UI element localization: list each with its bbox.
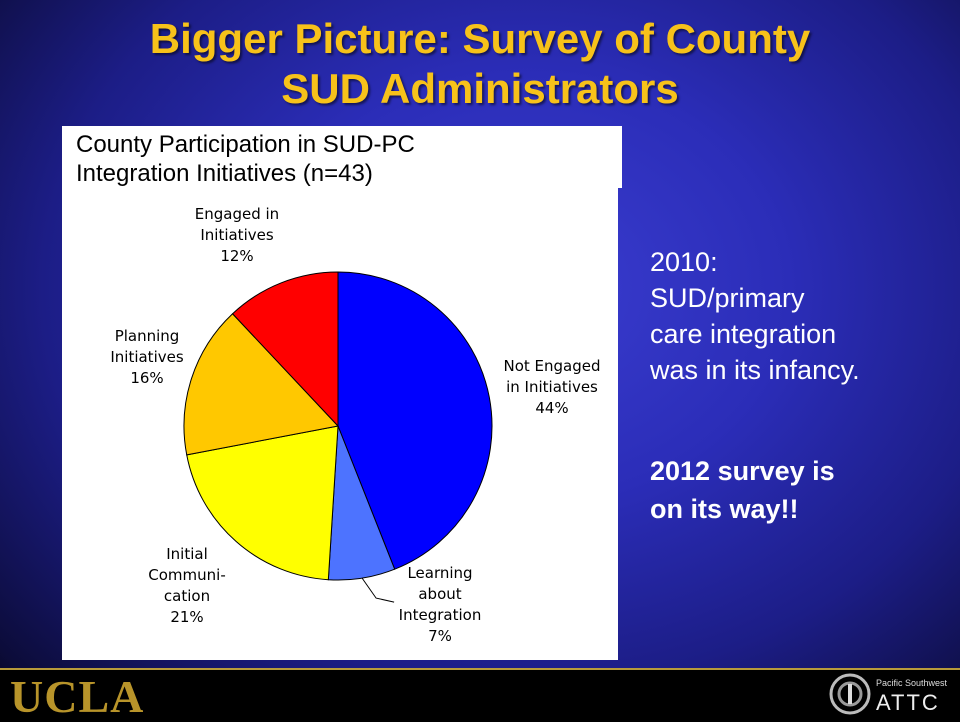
pie-chart: Not Engaged in Initiatives 44% Learning abou… bbox=[110, 205, 600, 645]
pie-slice-percent: 12% bbox=[220, 247, 253, 265]
pie-slice-label: cation bbox=[164, 587, 210, 605]
footer-divider bbox=[0, 668, 960, 670]
side-note-line: 2010: bbox=[650, 247, 718, 277]
slide-title: Bigger Picture: Survey of County SUD Adm… bbox=[0, 14, 960, 114]
pie-slice-percent: 16% bbox=[130, 369, 163, 387]
pie-slice-percent: 21% bbox=[170, 608, 203, 626]
side-announcement-line: on its way!! bbox=[650, 494, 799, 524]
pie-slice-label: Engaged in bbox=[195, 205, 279, 223]
side-announcement-line: 2012 survey is bbox=[650, 456, 835, 486]
side-note-line: care integration bbox=[650, 319, 837, 349]
pie-slice-label: about bbox=[418, 585, 461, 603]
pie-slice bbox=[186, 425, 339, 581]
pie-slice-label: Initiatives bbox=[110, 348, 183, 366]
chart-title-line-1: County Participation in SUD-PC bbox=[76, 131, 415, 158]
pie-slice-label: in Initiatives bbox=[506, 378, 598, 396]
side-announcement: 2012 survey is on its way!! bbox=[650, 452, 940, 528]
ucla-logo: UCLA bbox=[10, 671, 145, 722]
pie-slice-percent: 7% bbox=[428, 627, 452, 645]
pie-slice-percent: 44% bbox=[535, 399, 568, 417]
pie-slice-label: Planning bbox=[115, 327, 180, 345]
slide-title-line-1: Bigger Picture: Survey of County bbox=[149, 15, 811, 62]
footer-bar bbox=[0, 670, 960, 720]
attc-logo-text: ATTC bbox=[876, 690, 940, 715]
chart-title: County Participation in SUD-PC Integrati… bbox=[62, 126, 622, 188]
pie-leader-line bbox=[361, 577, 395, 603]
side-note: 2010: SUD/primary care integration was i… bbox=[650, 244, 940, 388]
pie-slice-label: Initiatives bbox=[200, 226, 273, 244]
pie-slice-label: Initial bbox=[166, 545, 208, 563]
attc-logo-icon bbox=[829, 673, 871, 715]
attc-logo-subtitle: Pacific Southwest bbox=[876, 678, 948, 688]
pie-slice-label: Integration bbox=[399, 606, 482, 624]
side-note-line: was in its infancy. bbox=[650, 355, 860, 385]
pie-slice-label: Not Engaged bbox=[503, 357, 600, 375]
slide-title-line-2: SUD Administrators bbox=[281, 65, 679, 112]
chart-title-line-2: Integration Initiatives (n=43) bbox=[76, 160, 373, 187]
pie-slice-label: Learning bbox=[407, 564, 472, 582]
side-note-line: SUD/primary bbox=[650, 283, 805, 313]
pie-slice bbox=[231, 271, 339, 428]
pie-slice bbox=[183, 313, 339, 456]
pie-slice bbox=[337, 271, 493, 570]
pie-slice-label: Communi- bbox=[148, 566, 225, 584]
